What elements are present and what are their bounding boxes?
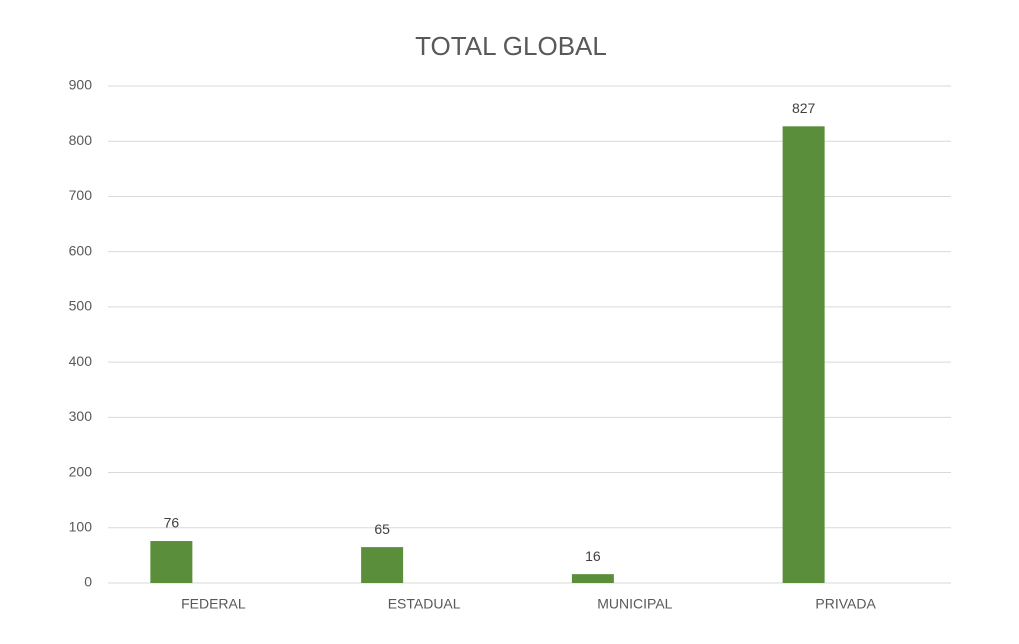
y-tick-label: 800: [69, 132, 93, 148]
data-label: 827: [792, 100, 816, 116]
y-tick-label: 700: [69, 187, 93, 203]
x-tick-label: ESTADUAL: [388, 596, 461, 612]
x-tick-label: FEDERAL: [181, 596, 246, 612]
bar: [150, 541, 193, 583]
y-tick-label: 300: [69, 408, 93, 424]
bar: [361, 547, 404, 583]
data-label: 76: [164, 515, 180, 531]
bar: [782, 126, 825, 583]
x-tick-label: PRIVADA: [815, 596, 876, 612]
y-tick-label: 900: [69, 77, 93, 93]
bar: [571, 574, 614, 583]
data-label: 16: [585, 548, 601, 564]
y-tick-label: 400: [69, 353, 93, 369]
y-tick-label: 500: [69, 298, 93, 314]
data-label: 65: [374, 521, 390, 537]
y-tick-label: 600: [69, 242, 93, 258]
y-tick-label: 200: [69, 463, 93, 479]
y-tick-label: 0: [84, 574, 92, 590]
x-tick-label: MUNICIPAL: [597, 596, 672, 612]
chart-title: TOTAL GLOBAL: [415, 31, 607, 61]
y-tick-label: 100: [69, 518, 93, 534]
